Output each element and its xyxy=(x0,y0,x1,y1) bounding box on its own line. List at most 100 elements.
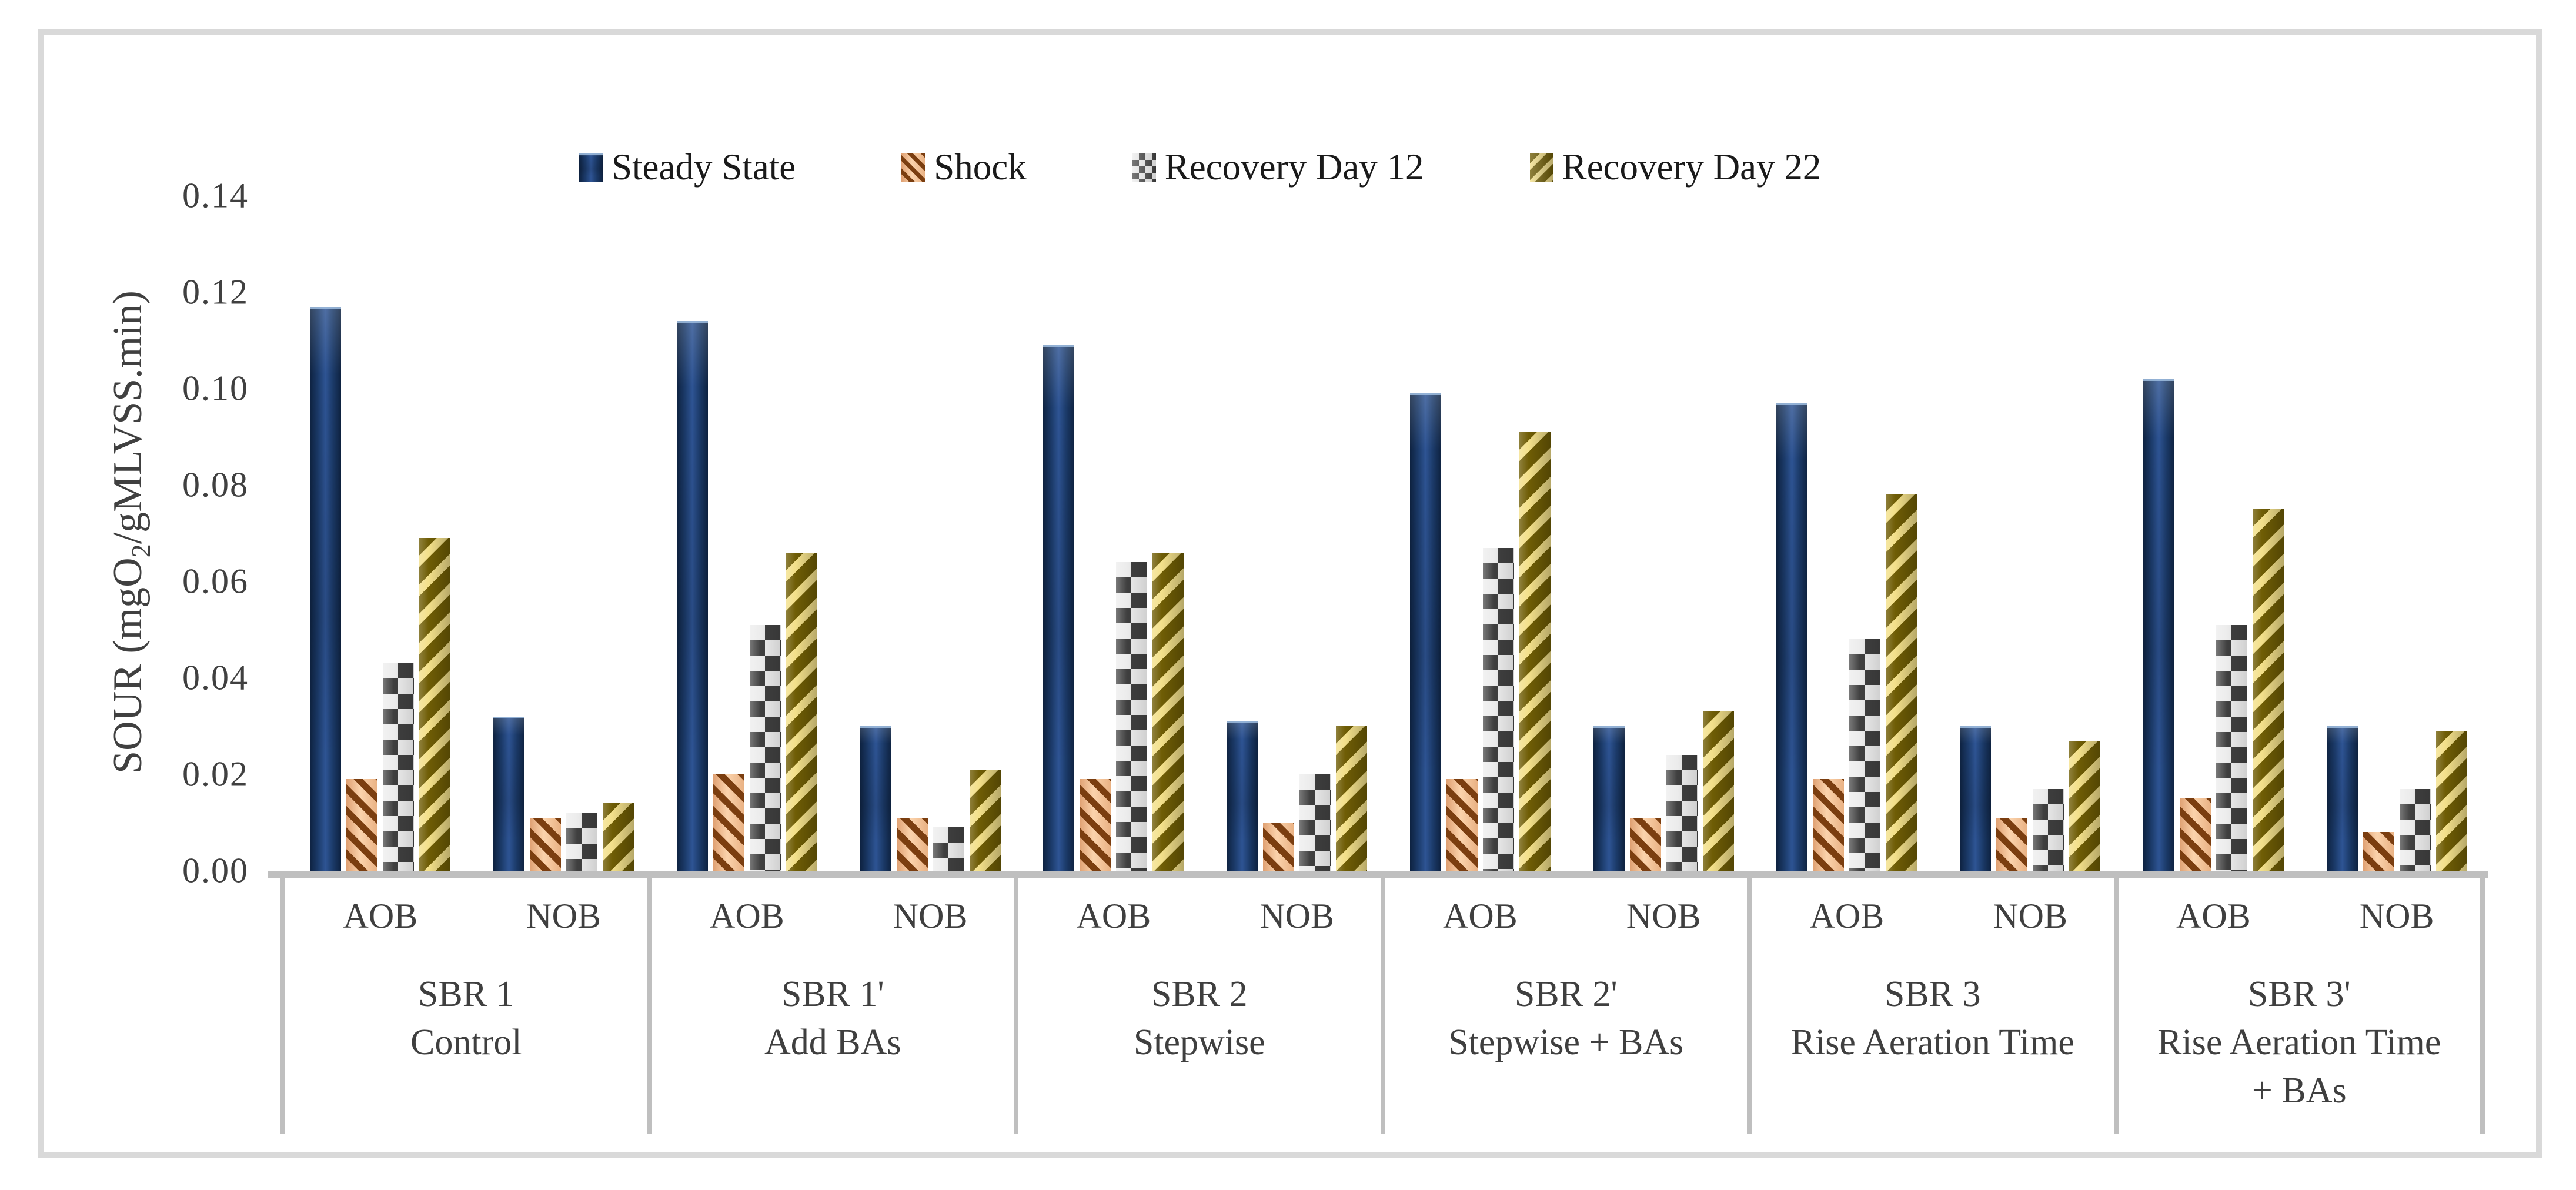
group-label-reactor: SBR 1' xyxy=(781,974,884,1014)
group-label-condition: Add BAs xyxy=(764,1022,901,1062)
bar xyxy=(969,770,1001,871)
bar-cluster xyxy=(1593,196,1734,871)
bar-cluster xyxy=(2143,196,2284,871)
bar xyxy=(346,779,378,871)
bar xyxy=(1299,774,1331,871)
bar xyxy=(1446,779,1478,871)
group-label: SBR 3 Rise Aeration Time xyxy=(1749,970,2116,1067)
bar xyxy=(2252,509,2284,871)
bar xyxy=(2399,789,2431,871)
y-axis-title-sub: 2 xyxy=(126,544,156,558)
bar xyxy=(1482,548,1514,871)
legend-label: Recovery Day 12 xyxy=(1164,146,1424,188)
category-divider xyxy=(1747,871,1752,1134)
bar xyxy=(1227,721,1258,871)
group-label-condition: Rise Aeration Time xyxy=(2157,1022,2441,1062)
subcategory-label: AOB xyxy=(710,897,784,935)
subcategory-label: AOB xyxy=(2176,897,2251,935)
bar xyxy=(2143,379,2174,871)
category-divider xyxy=(280,871,285,1134)
bar xyxy=(1336,726,1368,871)
figure-border xyxy=(38,29,2542,1158)
bar xyxy=(933,827,964,871)
y-tick-label: 0.06 xyxy=(182,561,249,601)
group-label-condition: + BAs xyxy=(2251,1071,2347,1111)
bar xyxy=(2216,625,2247,871)
legend-item: Recovery Day 12 xyxy=(1132,146,1424,189)
bar xyxy=(2179,798,2211,871)
bar xyxy=(860,726,891,871)
bar xyxy=(1263,823,1295,871)
bar xyxy=(1813,779,1845,871)
bar xyxy=(1409,393,1441,871)
legend-label: Steady State xyxy=(612,146,796,188)
bar xyxy=(786,553,817,871)
subcategory-label: NOB xyxy=(2359,897,2434,935)
y-axis-title-pre: SOUR (mgO xyxy=(105,557,151,774)
bar-cluster xyxy=(1776,196,1917,871)
bar xyxy=(566,813,598,871)
bar-cluster xyxy=(1409,196,1551,871)
y-axis-title-post: /gMLVSS.min) xyxy=(105,290,151,544)
group-label: SBR 1' Add BAs xyxy=(650,970,1017,1067)
group-label-reactor: SBR 3' xyxy=(2247,974,2351,1014)
legend-swatch-icon xyxy=(1529,153,1553,182)
bar-cluster xyxy=(1960,196,2101,871)
bar xyxy=(1152,553,1184,871)
bar xyxy=(493,717,525,871)
bar xyxy=(1849,639,1881,871)
bar xyxy=(2435,731,2467,871)
bar xyxy=(676,321,708,871)
bar xyxy=(2363,832,2394,871)
bar xyxy=(1776,403,1808,871)
legend-item: Steady State xyxy=(579,146,796,189)
bar xyxy=(419,538,451,871)
bar xyxy=(713,774,744,871)
bar xyxy=(1629,818,1661,871)
group-label-condition: Stepwise xyxy=(1133,1022,1265,1062)
group-label: SBR 2' Stepwise + BAs xyxy=(1383,970,1750,1067)
group-label-condition: Control xyxy=(410,1022,522,1062)
bar xyxy=(1519,432,1551,871)
bar-cluster xyxy=(493,196,634,871)
group-label-reactor: SBR 1 xyxy=(417,974,514,1014)
bar xyxy=(310,307,342,871)
bar xyxy=(1702,711,1734,871)
subcategory-label: NOB xyxy=(1626,897,1701,935)
bar xyxy=(2033,789,2064,871)
group-label: SBR 1 Control xyxy=(283,970,650,1067)
y-tick-label: 0.02 xyxy=(182,754,249,794)
bar xyxy=(603,803,634,871)
bar-cluster xyxy=(2326,196,2467,871)
subcategory-label: AOB xyxy=(343,897,418,935)
bar-cluster xyxy=(1227,196,1368,871)
bar xyxy=(2326,726,2358,871)
category-divider xyxy=(647,871,652,1134)
subcategory-label: NOB xyxy=(1259,897,1334,935)
category-divider xyxy=(1381,871,1385,1134)
legend-item: Recovery Day 22 xyxy=(1529,146,1821,189)
y-tick-label: 0.10 xyxy=(182,369,249,408)
subcategory-label: NOB xyxy=(1993,897,2067,935)
y-axis-title: SOUR (mgO2/gMLVSS.min) xyxy=(105,290,156,774)
bar xyxy=(1116,562,1148,871)
group-label-reactor: SBR 2 xyxy=(1151,974,1248,1014)
bar xyxy=(749,625,781,871)
group-label-reactor: SBR 2' xyxy=(1514,974,1618,1014)
group-label-condition: Rise Aeration Time xyxy=(1790,1022,2074,1062)
subcategory-label: NOB xyxy=(526,897,601,935)
group-label: SBR 3' Rise Aeration Time + BAs xyxy=(2116,970,2483,1115)
bar xyxy=(1080,779,1111,871)
subcategory-label: NOB xyxy=(893,897,968,935)
y-tick-label: 0.08 xyxy=(182,465,249,504)
legend-swatch-icon xyxy=(1132,153,1156,182)
y-tick-label: 0.14 xyxy=(182,176,249,215)
category-divider xyxy=(2114,871,2119,1134)
x-axis-line xyxy=(268,871,2488,878)
subcategory-label: AOB xyxy=(1443,897,1518,935)
category-divider xyxy=(2480,871,2485,1134)
group-label-reactor: SBR 3 xyxy=(1884,974,1981,1014)
legend: Steady State Shock Recovery Day 12 Recovery… xyxy=(579,146,1821,189)
y-tick-label: 0.04 xyxy=(182,658,249,697)
